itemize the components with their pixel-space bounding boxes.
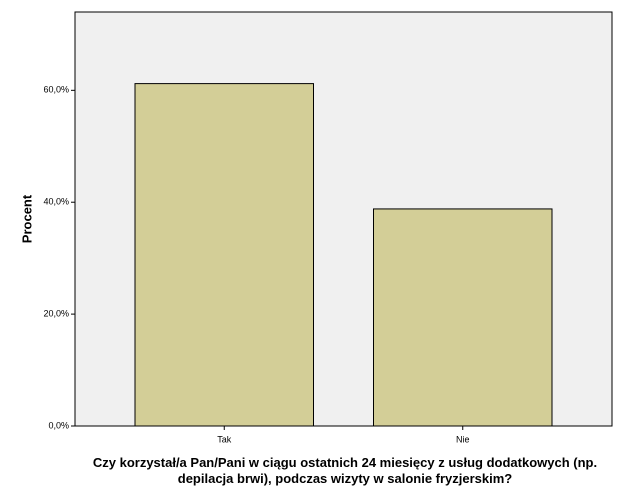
y-tick-label: 0,0% [48, 420, 69, 430]
x-tick-label: Tak [217, 434, 232, 444]
y-tick-label: 60,0% [43, 85, 69, 95]
bar [134, 83, 314, 427]
x-axis-title: Czy korzystał/a Pan/Pani w ciągu ostatni… [92, 455, 598, 486]
y-axis-title: Procent [19, 194, 34, 243]
x-tick-label: Nie [456, 434, 470, 444]
y-tick-label: 20,0% [43, 308, 69, 318]
bar [373, 208, 553, 427]
y-tick-label: 40,0% [43, 197, 69, 207]
